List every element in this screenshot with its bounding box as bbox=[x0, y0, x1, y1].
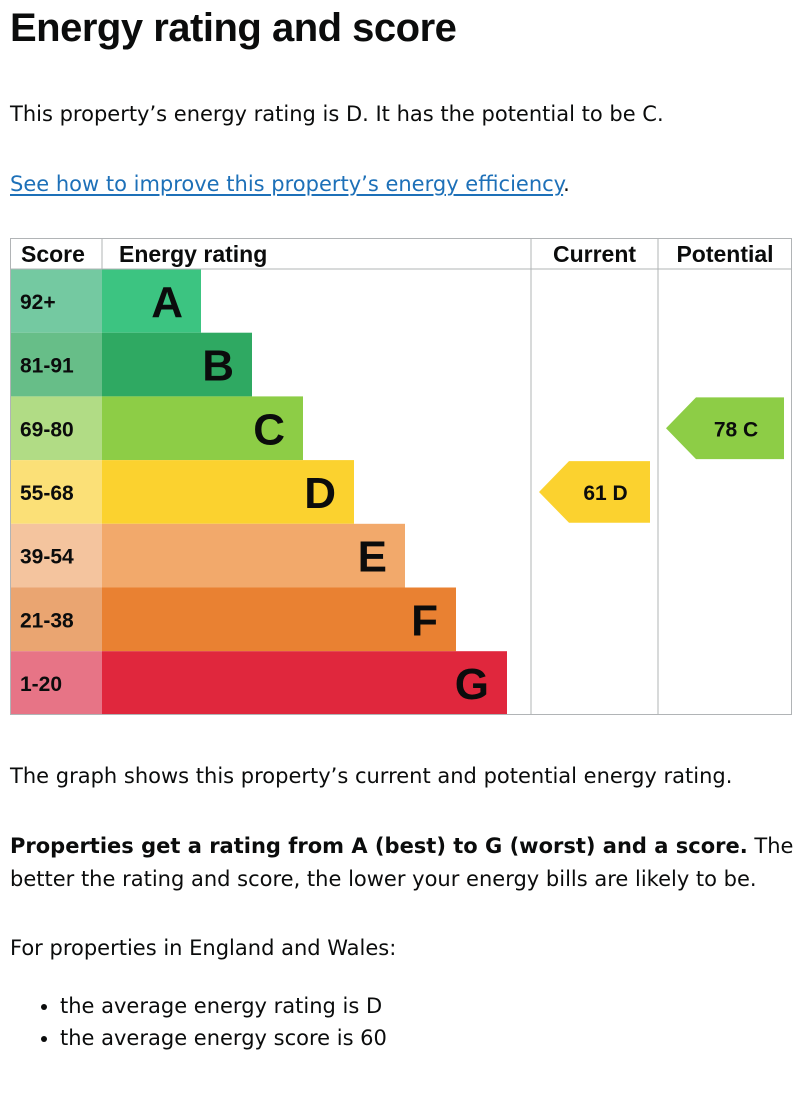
score-cell-b bbox=[10, 332, 102, 397]
list-item: the average energy rating is D bbox=[60, 990, 387, 1022]
rating-letter-e: E bbox=[358, 533, 387, 582]
score-range-c: 69-80 bbox=[20, 418, 74, 441]
rating-explanation-rest: The better the rating and score, the low… bbox=[10, 834, 794, 891]
score-range-e: 39-54 bbox=[20, 546, 74, 569]
improve-paragraph: See how to improve this property’s energ… bbox=[10, 168, 570, 201]
improve-efficiency-link[interactable]: See how to improve this property’s energ… bbox=[10, 172, 564, 196]
chart-border bbox=[10, 238, 792, 715]
averages-heading: For properties in England and Wales: bbox=[10, 936, 397, 960]
rating-letter-c: C bbox=[253, 405, 285, 454]
header-score: Score bbox=[21, 241, 85, 267]
rating-bar-c bbox=[102, 396, 303, 461]
score-cell-a bbox=[10, 269, 102, 333]
potential-rating-label: 78 C bbox=[714, 418, 758, 441]
rating-explanation-bold: Properties get a rating from A (best) to… bbox=[10, 834, 748, 858]
rating-bar-a bbox=[102, 269, 201, 333]
rating-bar-d bbox=[102, 460, 354, 524]
header-current: Current bbox=[553, 241, 636, 267]
rating-bar-f bbox=[102, 587, 456, 652]
rating-bar-g bbox=[102, 651, 507, 715]
list-item: the average energy score is 60 bbox=[60, 1022, 387, 1054]
score-range-d: 55-68 bbox=[20, 482, 74, 505]
rating-letter-f: F bbox=[411, 596, 438, 645]
score-range-f: 21-38 bbox=[20, 609, 74, 632]
header-potential: Potential bbox=[676, 241, 773, 267]
current-rating-arrow bbox=[539, 461, 650, 523]
score-cell-d bbox=[10, 460, 102, 524]
score-range-b: 81-91 bbox=[20, 355, 74, 378]
rating-letter-d: D bbox=[304, 469, 336, 518]
rating-letter-a: A bbox=[151, 278, 183, 327]
score-range-g: 1-20 bbox=[20, 673, 62, 696]
header-energy-rating: Energy rating bbox=[119, 241, 267, 267]
score-cell-g bbox=[10, 651, 102, 715]
rating-letter-b: B bbox=[202, 342, 234, 391]
energy-rating-chart: Score Energy rating Current Potential 92+ A 81… bbox=[10, 238, 792, 715]
potential-rating-arrow bbox=[666, 397, 784, 460]
rating-bar-b bbox=[102, 332, 252, 397]
rating-bar-e bbox=[102, 523, 405, 588]
rating-summary: This property’s energy rating is D. It h… bbox=[10, 102, 664, 126]
improve-suffix: . bbox=[563, 172, 570, 196]
rating-explanation: Properties get a rating from A (best) to… bbox=[10, 830, 795, 896]
graph-caption: The graph shows this property’s current … bbox=[10, 764, 733, 788]
averages-list: the average energy rating is D the avera… bbox=[10, 990, 387, 1054]
rating-letter-g: G bbox=[455, 660, 489, 709]
current-rating-label: 61 D bbox=[583, 482, 627, 505]
score-range-a: 92+ bbox=[20, 291, 56, 314]
score-cell-c bbox=[10, 396, 102, 461]
score-cell-f bbox=[10, 587, 102, 652]
page-title: Energy rating and score bbox=[10, 6, 457, 50]
score-cell-e bbox=[10, 523, 102, 588]
